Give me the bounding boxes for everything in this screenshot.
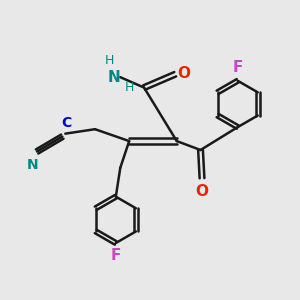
- Text: N: N: [108, 70, 121, 85]
- Text: F: F: [111, 248, 121, 263]
- Text: O: O: [178, 66, 190, 81]
- Text: H: H: [125, 81, 134, 94]
- Text: C: C: [61, 116, 71, 130]
- Text: O: O: [196, 184, 208, 199]
- Text: H: H: [105, 54, 115, 67]
- Text: N: N: [27, 158, 38, 172]
- Text: F: F: [232, 60, 243, 75]
